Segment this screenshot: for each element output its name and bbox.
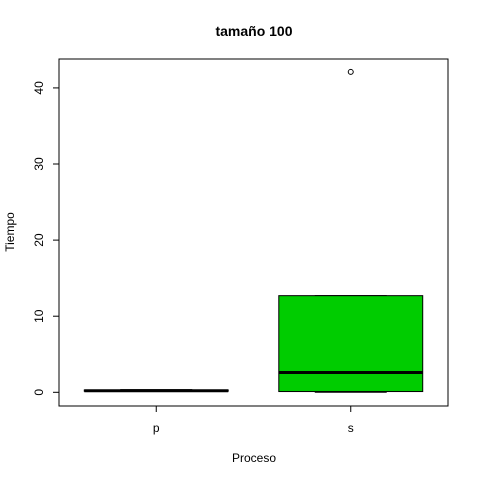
y-tick-label: 0 (32, 389, 46, 396)
box-p (83, 389, 229, 393)
x-tick-label: s (348, 421, 354, 435)
y-axis-label: Tiempo (3, 212, 17, 252)
x-tick-label: p (153, 421, 160, 435)
y-tick-label: 30 (32, 157, 46, 171)
x-axis-label: Proceso (232, 451, 276, 465)
y-tick-label: 40 (32, 81, 46, 95)
y-tick-label: 10 (32, 309, 46, 323)
y-axis: 0 10 20 30 40 (32, 81, 60, 396)
chart-title: tamaño 100 (215, 23, 292, 39)
boxes-group (83, 68, 424, 393)
y-tick-label: 20 (32, 233, 46, 247)
outlier-point (347, 68, 354, 75)
box-s (278, 68, 424, 393)
box-rect (278, 295, 424, 393)
